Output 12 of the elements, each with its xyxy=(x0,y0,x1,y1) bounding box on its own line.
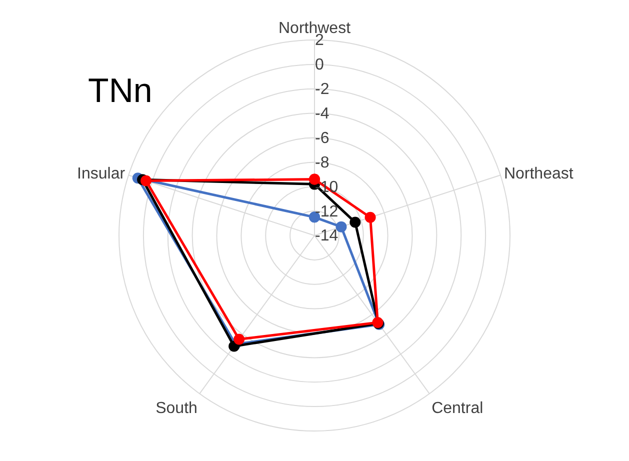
spoke-label: South xyxy=(156,400,198,417)
y-tick-label: 0 xyxy=(315,56,324,74)
y-tick-label: -6 xyxy=(315,130,330,147)
y-tick-label: -2 xyxy=(315,81,330,98)
spoke-label: Insular xyxy=(77,165,126,182)
spoke-label: Northeast xyxy=(504,165,574,182)
y-tick-label: -14 xyxy=(315,228,338,245)
y-tick-label: -8 xyxy=(315,154,330,172)
y-tick-label: -4 xyxy=(315,106,330,123)
text: TNn xyxy=(88,72,152,110)
y-tick-label: -12 xyxy=(315,203,338,220)
spoke-label: Central xyxy=(432,400,484,417)
